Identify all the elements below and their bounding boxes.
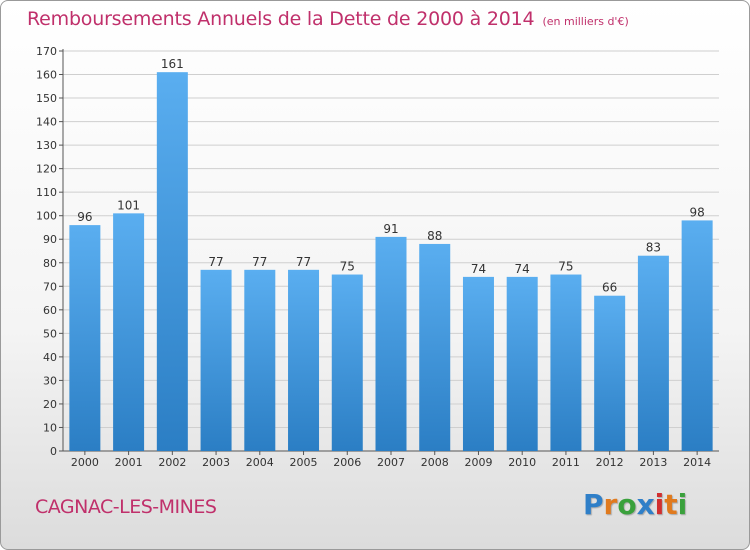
x-tick-label: 2012 [596, 456, 624, 469]
data-label: 74 [515, 262, 530, 276]
y-tick-label: 70 [43, 280, 57, 293]
x-tick-label: 2010 [508, 456, 536, 469]
bar [331, 274, 363, 451]
y-tick-label: 130 [36, 139, 57, 152]
bar [594, 295, 626, 451]
data-labels: 96 101 161 77 77 77 75 91 88 74 74 75 66 83 98 [77, 57, 705, 295]
bar [69, 225, 101, 451]
data-label: 75 [340, 260, 355, 274]
data-label: 161 [161, 57, 184, 71]
x-tick-label: 2000 [71, 456, 99, 469]
data-label: 75 [558, 260, 573, 274]
logo-letter: t [664, 488, 678, 521]
x-tick-label: 2005 [290, 456, 318, 469]
y-tick-label: 140 [36, 116, 57, 129]
y-tick-label: 40 [43, 351, 57, 364]
bar [506, 276, 538, 451]
logo-letter: i [677, 488, 688, 521]
data-label: 96 [77, 210, 92, 224]
y-tick-label: 10 [43, 421, 57, 434]
x-tick-label: 2002 [158, 456, 186, 469]
y-tick-label: 80 [43, 257, 57, 270]
data-label: 83 [646, 241, 661, 255]
logo-letter: x [636, 488, 655, 521]
y-tick-label: 60 [43, 304, 57, 317]
y-tick-label: 150 [36, 92, 57, 105]
y-tick-label: 50 [43, 327, 57, 340]
x-tick-label: 2008 [421, 456, 449, 469]
y-tick-label: 30 [43, 374, 57, 387]
town-name: CAGNAC-LES-MINES [35, 496, 217, 518]
data-label: 98 [689, 205, 704, 219]
y-tick-label: 20 [43, 398, 57, 411]
y-tick-label: 90 [43, 233, 57, 246]
x-tick-label: 2007 [377, 456, 405, 469]
y-tick-label: 160 [36, 69, 57, 82]
y-tick-label: 0 [50, 445, 57, 458]
data-label: 88 [427, 229, 442, 243]
x-tick-label: 2009 [464, 456, 492, 469]
y-tick-label: 170 [36, 45, 57, 58]
data-label: 101 [117, 198, 140, 212]
y-tick-label: 100 [36, 210, 57, 223]
chart-title-text: Remboursements Annuels de la Dette de 20… [27, 8, 535, 30]
logo-letter: i [654, 488, 665, 521]
bar [550, 274, 582, 451]
bar [462, 276, 494, 451]
bar [200, 269, 232, 451]
axes: 0 10 20 30 40 50 60 70 80 90 100 110 120 130 140 150 160… [36, 45, 719, 469]
data-label: 77 [252, 255, 267, 269]
y-tick-label: 120 [36, 163, 57, 176]
data-label: 77 [296, 255, 311, 269]
x-tick-label: 2014 [683, 456, 711, 469]
chart-title: Remboursements Annuels de la Dette de 20… [27, 8, 629, 30]
y-tick-label: 110 [36, 186, 57, 199]
x-tick-label: 2006 [333, 456, 361, 469]
bar [113, 213, 145, 451]
data-label: 91 [383, 222, 398, 236]
bar [375, 236, 407, 451]
x-tick-label: 2001 [115, 456, 143, 469]
bars [69, 72, 713, 452]
bar [288, 269, 320, 451]
x-tick-label: 2011 [552, 456, 580, 469]
bar [419, 243, 451, 451]
bar [156, 72, 188, 452]
bar [681, 220, 713, 451]
logo-letter: o [617, 488, 637, 521]
data-label: 74 [471, 262, 486, 276]
data-label: 77 [208, 255, 223, 269]
logo-letter: r [603, 488, 618, 521]
x-tick-label: 2004 [246, 456, 274, 469]
x-tick-label: 2003 [202, 456, 230, 469]
bar [637, 255, 669, 451]
data-label: 66 [602, 281, 617, 295]
logo-letter: P [583, 488, 604, 521]
bar [244, 269, 276, 451]
proxiti-logo: Proxiti [583, 488, 687, 521]
unit-note: (en milliers d'€) [542, 15, 629, 28]
x-tick-label: 2013 [639, 456, 667, 469]
